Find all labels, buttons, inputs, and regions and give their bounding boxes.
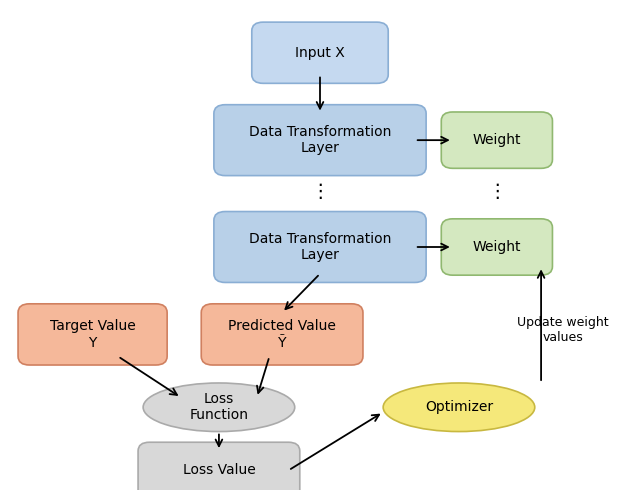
FancyBboxPatch shape [18, 304, 167, 365]
FancyBboxPatch shape [442, 219, 552, 275]
Text: Loss
Function: Loss Function [189, 392, 248, 422]
FancyBboxPatch shape [214, 211, 426, 283]
Text: Predicted Value
Ỹ: Predicted Value Ỹ [228, 319, 336, 350]
Text: ⋮: ⋮ [310, 182, 330, 201]
FancyBboxPatch shape [442, 112, 552, 168]
FancyBboxPatch shape [201, 304, 363, 365]
Ellipse shape [383, 383, 535, 432]
Text: Loss Value: Loss Value [182, 463, 255, 477]
Text: Data Transformation
Layer: Data Transformation Layer [249, 125, 391, 155]
Text: ⋮: ⋮ [487, 182, 507, 201]
Text: Optimizer: Optimizer [425, 400, 493, 414]
Text: Input X: Input X [295, 46, 345, 60]
FancyBboxPatch shape [214, 105, 426, 175]
Text: Update weight
values: Update weight values [517, 316, 609, 343]
Ellipse shape [143, 383, 295, 432]
Text: Weight: Weight [472, 240, 521, 254]
FancyBboxPatch shape [252, 22, 388, 83]
Text: Target Value
Y: Target Value Y [50, 319, 136, 350]
Text: Data Transformation
Layer: Data Transformation Layer [249, 232, 391, 262]
FancyBboxPatch shape [138, 442, 300, 494]
Text: Weight: Weight [472, 133, 521, 147]
